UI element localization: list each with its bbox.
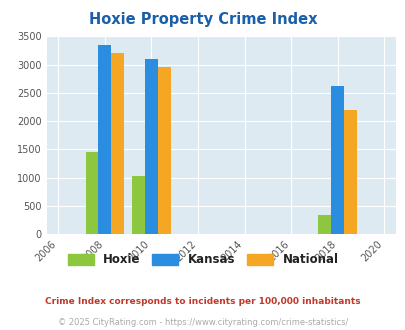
Bar bbox=[111, 53, 124, 234]
Bar bbox=[85, 152, 98, 234]
Text: Crime Index corresponds to incidents per 100,000 inhabitants: Crime Index corresponds to incidents per… bbox=[45, 297, 360, 306]
Legend: Hoxie, Kansas, National: Hoxie, Kansas, National bbox=[67, 253, 338, 266]
Bar bbox=[132, 176, 145, 234]
Bar bbox=[318, 214, 330, 234]
Text: Hoxie Property Crime Index: Hoxie Property Crime Index bbox=[89, 12, 316, 26]
Text: © 2025 CityRating.com - https://www.cityrating.com/crime-statistics/: © 2025 CityRating.com - https://www.city… bbox=[58, 318, 347, 327]
Bar bbox=[158, 67, 170, 234]
Bar bbox=[98, 45, 111, 234]
Bar bbox=[145, 59, 158, 234]
Bar bbox=[330, 86, 343, 234]
Bar bbox=[343, 110, 356, 234]
